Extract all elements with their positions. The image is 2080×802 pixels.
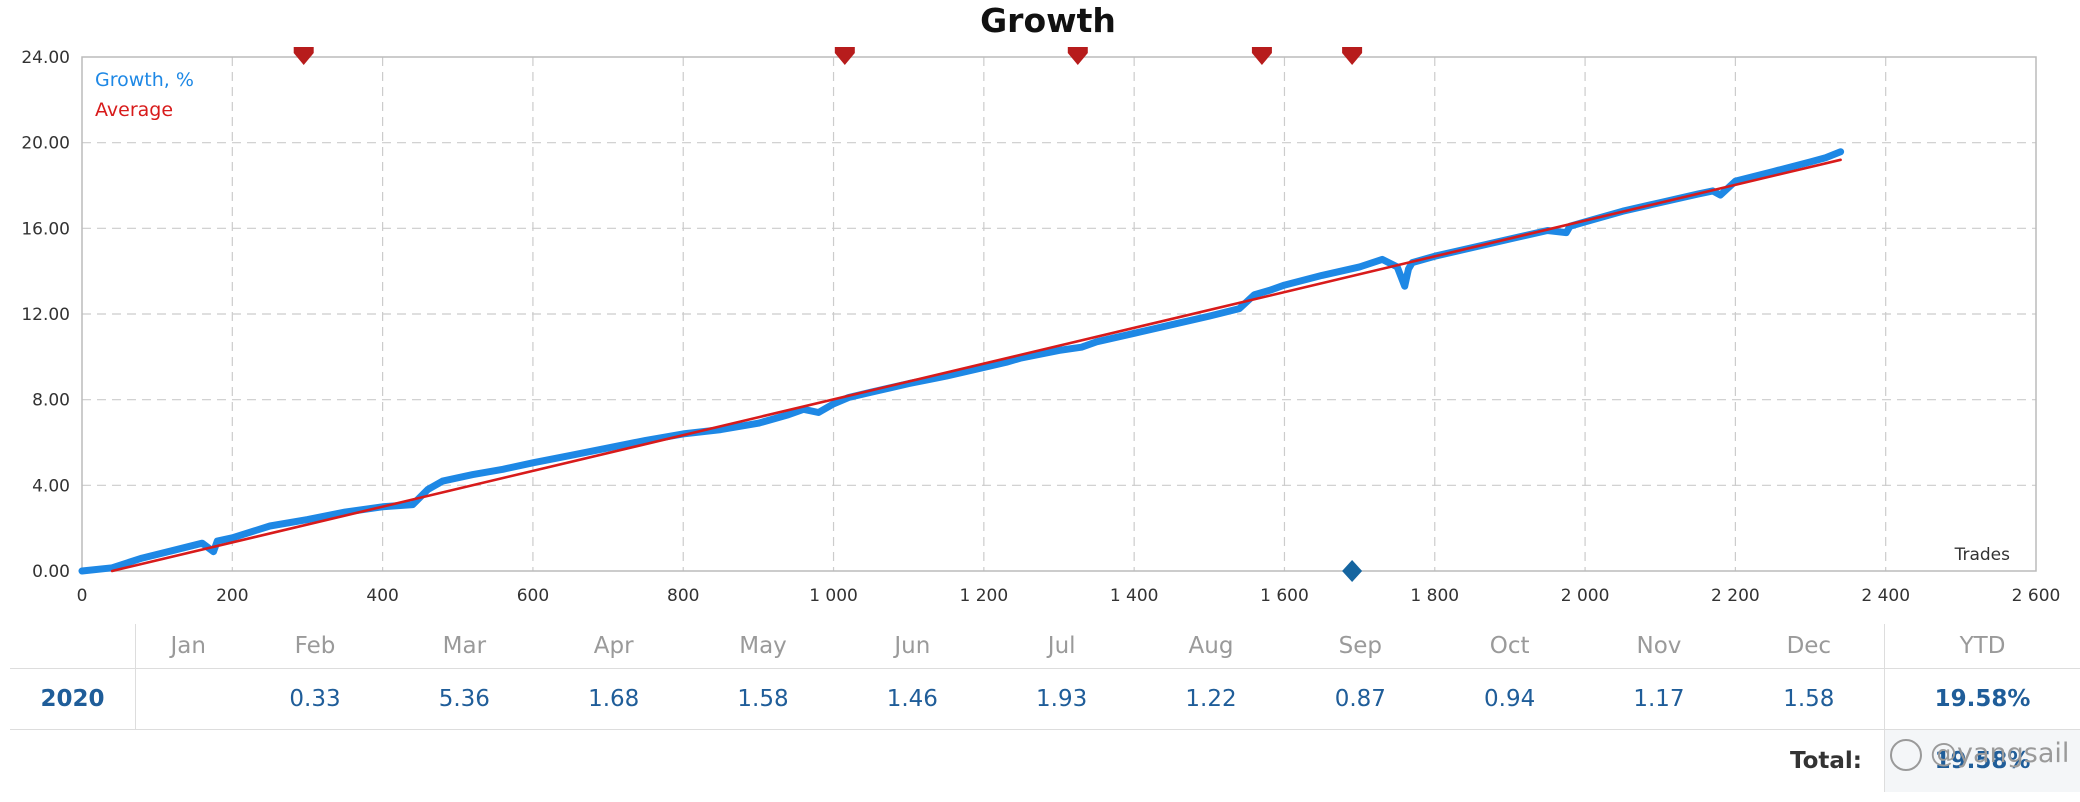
grid: [82, 57, 2036, 571]
x-tick-label: 400: [366, 586, 398, 606]
month-mar: Mar: [389, 624, 540, 669]
watermark: @yangsail: [1890, 738, 2069, 771]
x-tick-label: 200: [216, 586, 248, 606]
y-tick-label: 0.00: [32, 562, 70, 582]
x-axis-label: Trades: [1954, 545, 2011, 565]
x-tick-label: 0: [77, 586, 88, 606]
value-apr: 1.68: [539, 668, 689, 730]
month-dec: Dec: [1733, 624, 1885, 669]
top-marker: [1251, 47, 1272, 65]
month-sep: Sep: [1285, 624, 1435, 669]
value-nov: 1.17: [1584, 668, 1734, 730]
series-layer: [78, 148, 1845, 575]
x-tick-label: 2 600: [2012, 586, 2061, 606]
value-aug: 1.22: [1136, 668, 1286, 730]
y-tick-label: 4.00: [32, 476, 70, 496]
growth-series-line: [78, 148, 1845, 575]
x-tick-label: 800: [667, 586, 699, 606]
top-marker: [1067, 47, 1088, 65]
y-tick-label: 24.00: [21, 48, 70, 68]
value-mar: 5.36: [389, 668, 540, 730]
total-row: Total: 19.58%: [10, 729, 2080, 792]
x-tick-label: 1 600: [1260, 586, 1309, 606]
growth-chart: Growth 0.004.008.0012.0016.0020.0024.00 …: [21, 1, 2061, 606]
table-row: 2020 0.33 5.36 1.68 1.58 1.46 1.93 1.22 …: [10, 668, 2080, 730]
y-tick-label: 20.00: [21, 134, 70, 154]
plot-frame: [81, 56, 2037, 572]
ytd-value: 19.58%: [1884, 668, 2080, 730]
month-oct: Oct: [1434, 624, 1585, 669]
header-blank: [10, 624, 136, 669]
y-axis: 0.00 4.00 8.00 12.00 16.00 20.00 24.00: [21, 48, 70, 582]
watermark-text: @yangsail: [1930, 738, 2070, 769]
y-tick-label: 8.00: [32, 391, 70, 411]
value-jun: 1.46: [837, 668, 987, 730]
watermark-logo-icon: [1890, 738, 1922, 771]
top-marker: [1342, 47, 1363, 65]
year-cell: 2020: [10, 668, 136, 730]
month-jun: Jun: [837, 624, 987, 669]
month-apr: Apr: [539, 624, 689, 669]
month-may: May: [688, 624, 838, 669]
value-jan: [135, 668, 241, 730]
x-tick-label: 2 000: [1561, 586, 1610, 606]
bottom-marker: [1342, 560, 1363, 582]
month-aug: Aug: [1136, 624, 1286, 669]
table-header-row: Jan Feb Mar Apr May Jun Jul Aug Sep Oct …: [10, 624, 2080, 669]
value-feb: 0.33: [240, 668, 390, 730]
legend-growth: Growth, %: [95, 69, 194, 91]
x-tick-label: 2 400: [1861, 586, 1910, 606]
month-jul: Jul: [987, 624, 1137, 669]
chart-title: Growth: [980, 1, 1116, 40]
x-tick-label: 1 400: [1110, 586, 1159, 606]
x-tick-label: 600: [517, 586, 549, 606]
value-sep: 0.87: [1285, 668, 1435, 730]
legend-average: Average: [95, 99, 173, 121]
x-tick-label: 1 200: [960, 586, 1009, 606]
trade-markers: [293, 47, 1363, 582]
legend: Growth, % Average: [95, 69, 194, 121]
value-oct: 0.94: [1434, 668, 1585, 730]
total-label: Total:: [1789, 748, 1862, 774]
x-axis: 0 200 400 600 800 1 000 1 200 1 400 1 600 1 800 2 …: [77, 586, 2061, 606]
x-tick-label: 2 200: [1711, 586, 1760, 606]
value-may: 1.58: [688, 668, 838, 730]
x-tick-label: 1 000: [809, 586, 858, 606]
top-marker: [293, 47, 314, 65]
top-marker: [834, 47, 855, 65]
y-tick-label: 12.00: [21, 305, 70, 325]
month-jan: Jan: [135, 624, 241, 669]
month-feb: Feb: [240, 624, 390, 669]
y-tick-label: 16.00: [21, 219, 70, 239]
average-series-line: [110, 158, 1842, 573]
monthly-returns-table: Jan Feb Mar Apr May Jun Jul Aug Sep Oct …: [10, 624, 2080, 792]
x-tick-label: 1 800: [1410, 586, 1459, 606]
month-nov: Nov: [1584, 624, 1734, 669]
value-jul: 1.93: [987, 668, 1137, 730]
ytd-header: YTD: [1884, 624, 2080, 669]
value-dec: 1.58: [1733, 668, 1885, 730]
